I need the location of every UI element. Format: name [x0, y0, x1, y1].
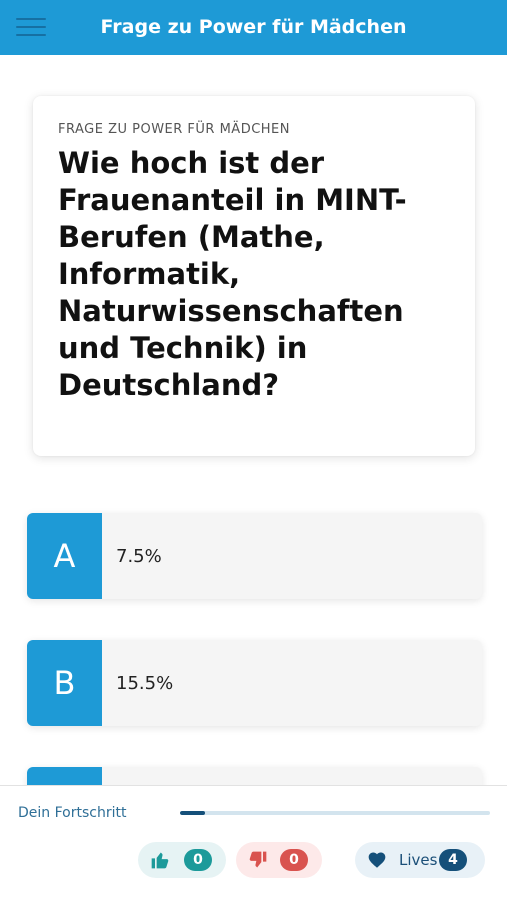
page-title: Frage zu Power für Mädchen [100, 16, 407, 38]
question-text: Wie hoch ist der Frauenanteil in MINT-Be… [58, 146, 407, 402]
progress-label: Dein Fortschritt [18, 805, 127, 821]
top-app-bar: Frage zu Power für Mädchen [0, 0, 507, 55]
answer-option-b[interactable]: B 15.5% [27, 640, 482, 726]
question-category: FRAGE ZU POWER FÜR MÄDCHEN [58, 122, 290, 137]
answer-option-a[interactable]: A 7.5% [27, 513, 482, 599]
answer-letter: A [27, 513, 102, 599]
answer-text: 15.5% [116, 673, 174, 694]
answer-text: 7.5% [116, 546, 162, 567]
dislikes-count: 0 [280, 849, 308, 871]
lives-count: 4 [439, 849, 467, 871]
answer-letter: B [27, 640, 102, 726]
likes-counter: 0 [138, 842, 226, 878]
progress-bar [180, 811, 490, 815]
progress-bar-fill [180, 811, 205, 815]
heart-icon [368, 852, 386, 868]
dislikes-counter: 0 [236, 842, 322, 878]
likes-count: 0 [184, 849, 212, 871]
lives-counter: Lives 4 [355, 842, 485, 878]
hamburger-menu-icon[interactable] [16, 18, 46, 36]
lives-label: Lives [399, 851, 438, 869]
question-card: FRAGE ZU POWER FÜR MÄDCHEN Wie hoch ist … [33, 96, 475, 456]
thumbs-up-icon [151, 852, 169, 869]
thumbs-down-icon [249, 851, 267, 868]
progress-footer: Dein Fortschritt 0 0 Lives 4 [0, 785, 507, 901]
